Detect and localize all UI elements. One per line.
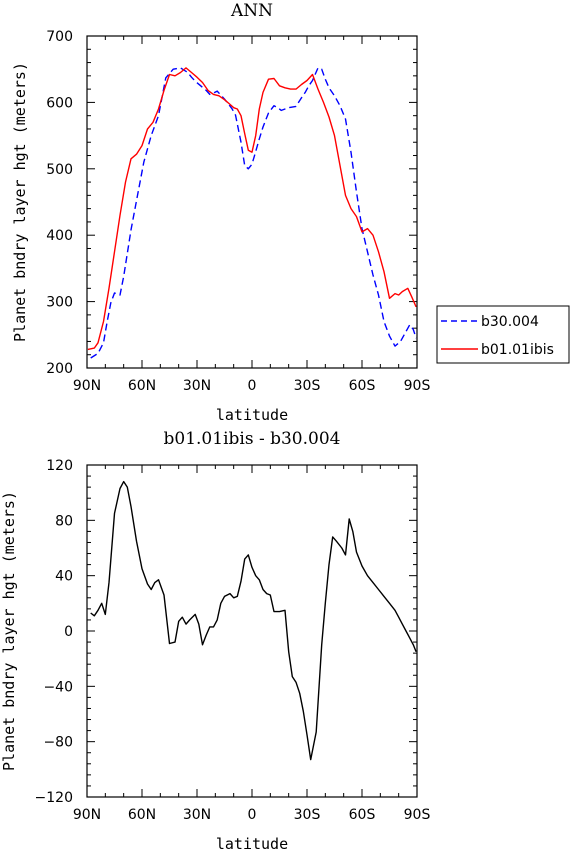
y-tick-label: 80 <box>55 513 73 529</box>
x-tick-label: 30N <box>183 378 211 394</box>
panel-b-ylabel: Planet bndry layer hgt (meters) <box>0 491 18 771</box>
legend: b30.004 b01.01ibis <box>436 305 570 364</box>
x-tick-label: 30S <box>294 378 321 394</box>
series-line-b01-01ibis <box>87 67 417 351</box>
y-tick-label: 0 <box>64 624 73 640</box>
y-tick-label: 500 <box>46 162 73 178</box>
y-tick-label: 400 <box>46 228 73 244</box>
y-tick-label: −80 <box>43 735 73 751</box>
legend-box <box>436 305 570 364</box>
series-line-diff <box>90 480 417 761</box>
y-tick-label: −40 <box>43 679 73 695</box>
x-tick-label: 30N <box>183 807 211 823</box>
y-tick-label: 700 <box>46 29 73 45</box>
x-tick-label: 90S <box>404 378 431 394</box>
panel-a-frame <box>86 35 418 369</box>
panel-a-ticks: 90N 60N 30N 0 30S 60S 90S 200 300 400 500 600 700 <box>46 29 430 394</box>
series-line-b30-004 <box>90 67 417 359</box>
x-tick-label: 0 <box>248 807 257 823</box>
legend-label-b30: b30.004 <box>481 314 539 330</box>
panel-b-ticks: 90N 60N 30N 0 30S 60S 90S −120 −80 −40 0 40 80 120 <box>35 458 431 823</box>
x-tick-label: 30S <box>294 807 321 823</box>
panel-ann: ANN 90N 60N 30N 0 30S 60S 90S 200 300 400 500 600 70… <box>11 1 570 424</box>
y-tick-label: 40 <box>55 569 73 585</box>
x-tick-label: 90S <box>404 807 431 823</box>
y-tick-label: 300 <box>46 295 73 311</box>
panel-b-title: b01.01ibis - b30.004 <box>164 429 341 449</box>
x-tick-label: 60N <box>128 378 156 394</box>
y-tick-label: 600 <box>46 95 73 111</box>
x-tick-label: 60S <box>349 807 376 823</box>
panel-a-ylabel: Planet bndry layer hgt (meters) <box>11 62 29 342</box>
x-tick-label: 90N <box>73 807 101 823</box>
x-tick-label: 90N <box>73 378 101 394</box>
panel-a-title: ANN <box>230 1 273 21</box>
panel-a-series <box>87 67 417 359</box>
panel-b-frame <box>86 464 418 798</box>
y-tick-label: 200 <box>46 361 73 377</box>
panel-b-xlabel: latitude <box>216 835 288 851</box>
panel-a-xlabel: latitude <box>216 406 288 424</box>
x-tick-label: 60S <box>349 378 376 394</box>
legend-label-ibis: b01.01ibis <box>481 342 554 358</box>
y-tick-label: −120 <box>35 790 73 806</box>
x-tick-label: 60N <box>128 807 156 823</box>
panel-diff: b01.01ibis - b30.004 90N 60N 30N 0 30S 60S 90S… <box>0 429 430 851</box>
panel-b-series <box>90 480 417 761</box>
y-tick-label: 120 <box>46 458 73 474</box>
x-tick-label: 0 <box>248 378 257 394</box>
